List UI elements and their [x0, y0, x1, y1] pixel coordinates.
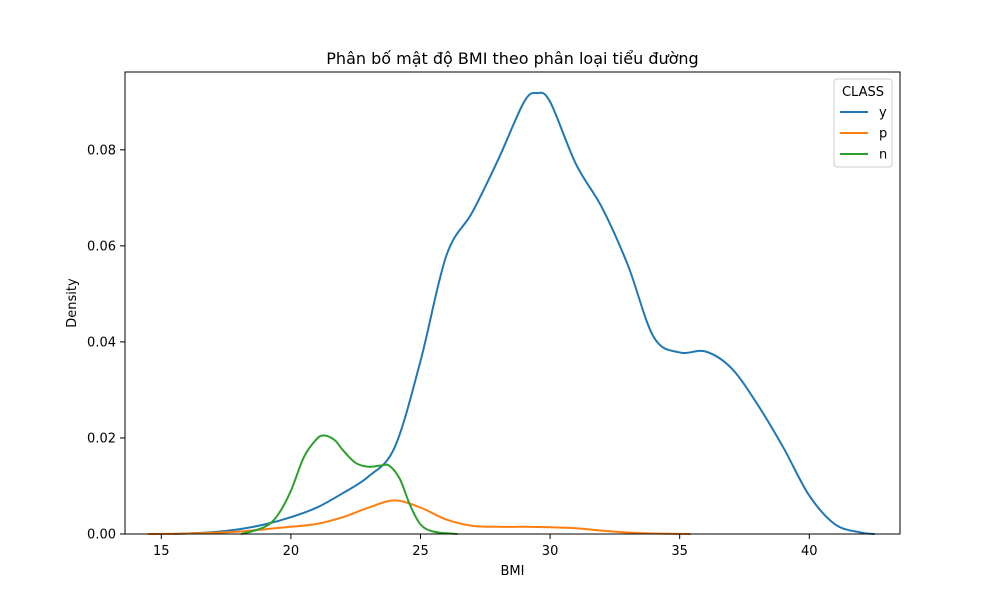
- y-axis-ticks: 0.00 0.02 0.04 0.06 0.08: [87, 143, 125, 543]
- series-layer: [147, 91, 876, 535]
- plot-frame: [124, 71, 901, 535]
- legend: CLASS ypn: [833, 78, 893, 168]
- x-tick-label: 35: [671, 544, 688, 559]
- chart-title: Phân bố mật độ BMI theo phân loại tiểu đ…: [326, 49, 698, 68]
- x-tick-label: 40: [801, 544, 818, 559]
- y-tick-label: 0.08: [87, 143, 116, 158]
- legend-items: ypn: [840, 106, 887, 163]
- series-line-p: [147, 499, 692, 535]
- y-tick-label: 0.04: [87, 335, 116, 350]
- y-tick-label: 0.02: [87, 431, 116, 446]
- y-axis-label: Density: [65, 278, 80, 328]
- x-tick-label: 30: [542, 544, 559, 559]
- x-tick-label: 25: [412, 544, 429, 559]
- x-tick-label: 15: [153, 544, 170, 559]
- legend-title: CLASS: [842, 85, 884, 100]
- legend-box: [833, 78, 893, 168]
- series-line-y: [173, 91, 876, 535]
- x-axis-ticks: 15 20 25 30 35 40: [153, 534, 818, 559]
- x-tick-label: 20: [283, 544, 300, 559]
- series-line-n: [240, 434, 458, 535]
- legend-label-y: y: [879, 106, 887, 121]
- legend-label-n: n: [879, 148, 887, 163]
- x-axis-label: BMI: [501, 564, 525, 579]
- y-tick-label: 0.06: [87, 239, 116, 254]
- legend-label-p: p: [879, 127, 887, 142]
- y-tick-label: 0.00: [87, 528, 116, 543]
